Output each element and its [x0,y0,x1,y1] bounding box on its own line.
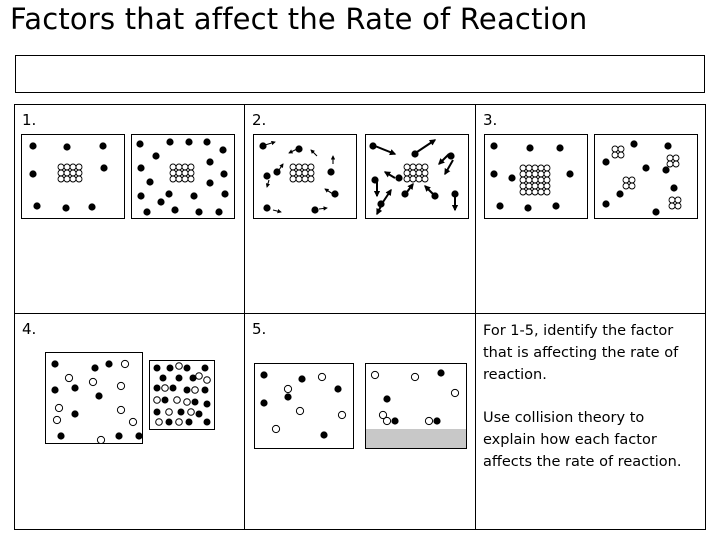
particle-diagram-dilute [21,134,125,219]
catalyst-surface [366,429,466,448]
cell-5: 5. [245,314,476,530]
particle-diagram-high-pressure [149,360,215,430]
cell-number: 3. [483,111,498,129]
cell-4: 4. [15,314,245,530]
particle-diagram-low-temperature [253,134,357,219]
particle-diagram-large-lump [484,134,588,219]
cell-number: 2. [252,111,267,129]
instruction-identify: For 1-5, identify the factor that is aff… [483,323,679,383]
answer-box[interactable] [15,55,705,93]
cell-number: 5. [252,320,267,338]
cell-2: 2. [245,105,476,314]
instruction-explain: Use collision theory to explain how each… [483,410,682,470]
cell-number: 4. [22,320,37,338]
cell-number: 1. [22,111,37,129]
instructions-cell: For 1-5, identify the factor that is aff… [476,314,706,530]
particle-diagram-concentrated [131,134,235,219]
instructions: For 1-5, identify the factor that is aff… [483,320,698,494]
page-title: Factors that affect the Rate of Reaction [10,2,588,36]
particle-diagram-small-pieces [594,134,698,219]
particle-diagram-high-temperature [365,134,469,219]
particle-diagram-no-catalyst [254,363,354,449]
cell-3: 3. [476,105,706,314]
particle-diagram-low-pressure [45,352,143,444]
particle-diagram-with-catalyst [365,363,467,449]
factor-grid: 1. [14,104,706,530]
cell-1: 1. [15,105,245,314]
